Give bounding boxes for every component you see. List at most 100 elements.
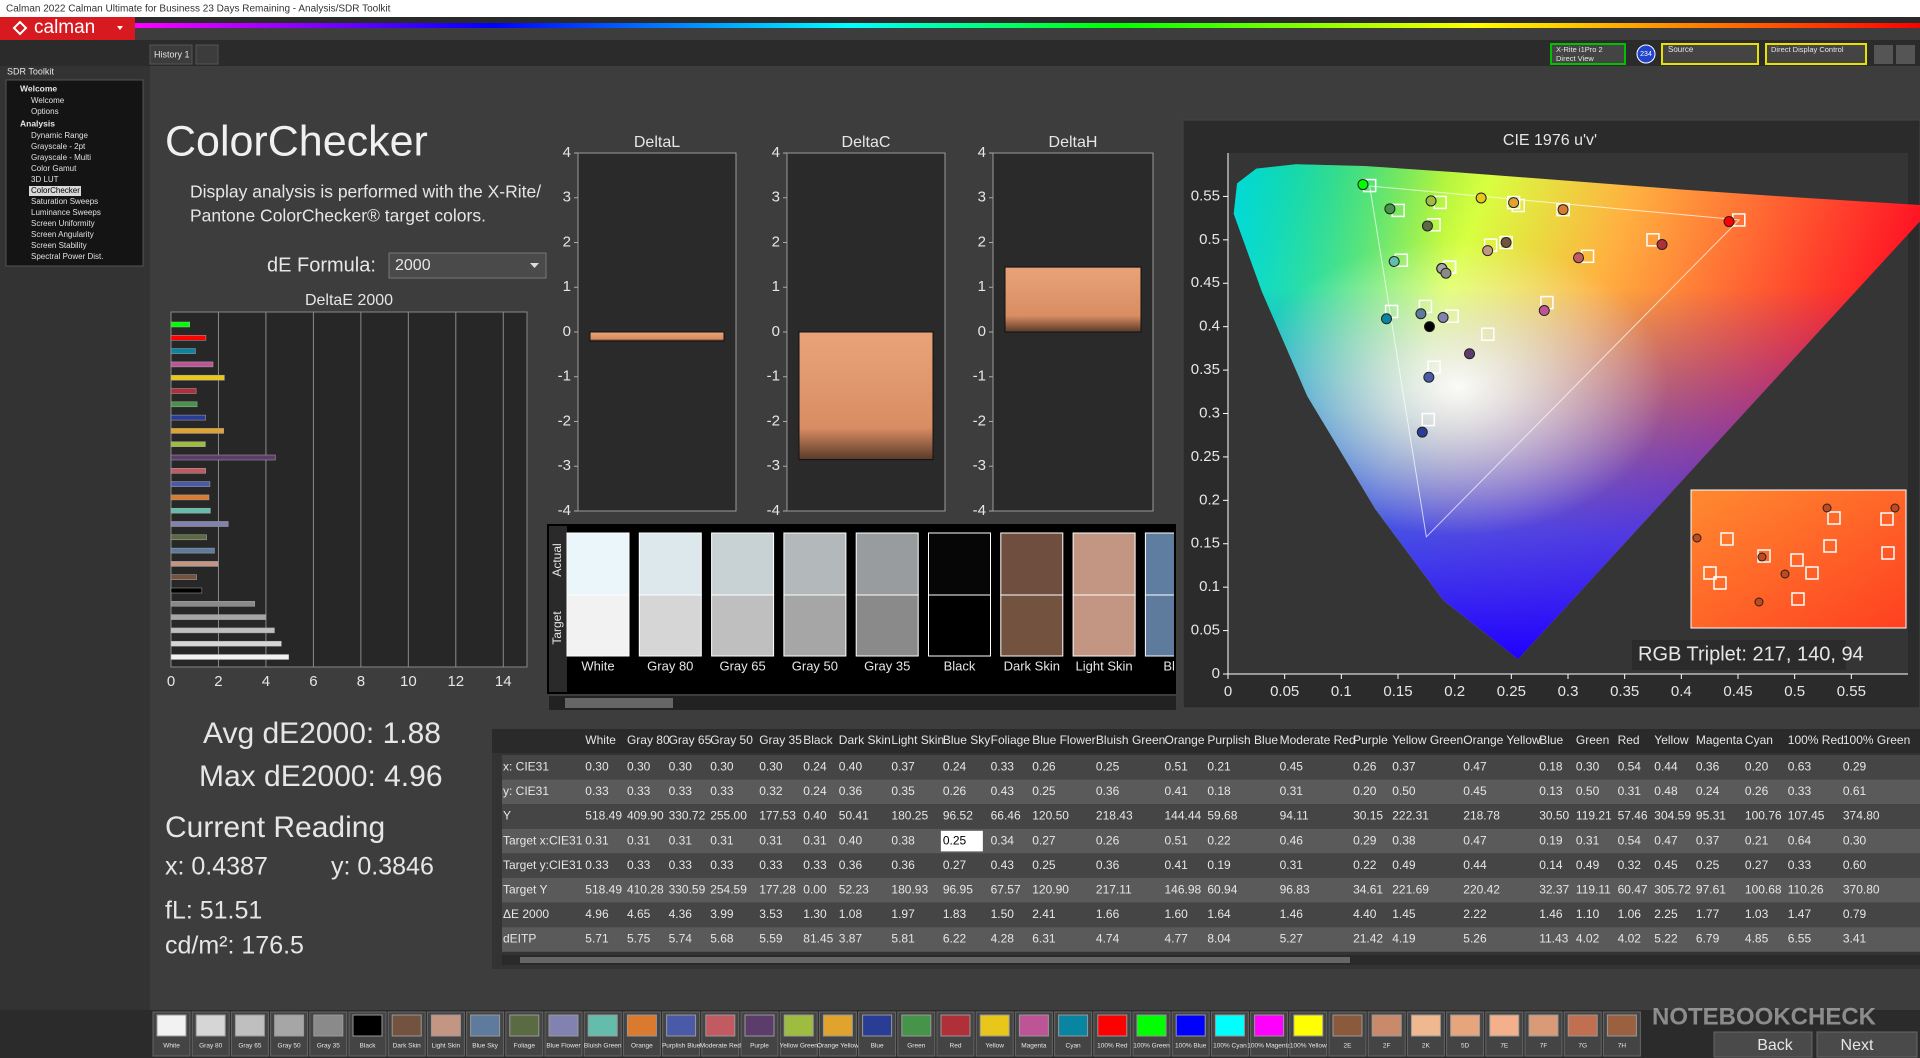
patch-color	[274, 1014, 305, 1037]
nav-item[interactable]: Color Gamut	[31, 164, 77, 173]
nav-item[interactable]: Welcome	[31, 96, 65, 105]
rgb-triplet: RGB Triplet: 217, 140, 94	[1638, 643, 1864, 665]
patch-label: Purple	[750, 1043, 769, 1050]
add-tab[interactable]	[195, 44, 219, 65]
table-cell: 1.83	[943, 907, 967, 921]
inset-marker	[1791, 592, 1805, 606]
nav-item[interactable]: 3D LUT	[31, 175, 59, 184]
stat-cdm2: cd/m²: 176.5	[165, 932, 304, 960]
nav-item[interactable]: Luminance Sweeps	[31, 208, 101, 217]
column-header: Bluish Green	[1096, 733, 1165, 747]
table-cell: 0.37	[1392, 759, 1416, 773]
column-header: Green	[1576, 733, 1609, 747]
table-cell: 0.21	[1745, 833, 1769, 847]
table-scroll-thumb[interactable]	[520, 957, 1350, 963]
table-cell: 0.47	[1654, 833, 1678, 847]
patch-color	[1058, 1014, 1089, 1037]
title-bar	[0, 0, 1920, 17]
zoom-inset	[1690, 489, 1907, 629]
table-cell: 0.00	[803, 882, 827, 896]
nav-item[interactable]: Grayscale - 2pt	[31, 142, 86, 151]
nav-item[interactable]: Grayscale - Multi	[31, 153, 91, 162]
swatch-side	[549, 526, 567, 692]
swatch-actual	[928, 532, 991, 596]
swatch-label: Gray 80	[647, 658, 693, 673]
y-tick-label: 2	[772, 233, 780, 250]
nav-item[interactable]: Options	[31, 107, 59, 116]
plot-area	[170, 311, 528, 668]
table-cell: 32.37	[1539, 882, 1569, 896]
inset-dot	[1692, 533, 1702, 543]
column-header: Blue Sky	[943, 733, 990, 747]
table-cell: 0.24	[943, 759, 967, 773]
target-point	[1506, 195, 1521, 210]
table-cell: 0.33	[1788, 784, 1812, 798]
stat-avg: Avg dE2000: 1.88	[203, 717, 441, 750]
measured-point	[1388, 255, 1400, 267]
target-point	[1481, 327, 1495, 341]
nav-item[interactable]: Screen Angularity	[31, 230, 94, 239]
history-tab[interactable]	[149, 44, 193, 65]
back-label: Back	[1757, 1037, 1794, 1054]
patch-label: Gray 50	[278, 1043, 302, 1050]
bar	[170, 601, 256, 607]
column-header: Foliage	[991, 733, 1031, 747]
y-tick-label: 4	[563, 144, 571, 161]
table-cell: 0.61	[1843, 784, 1867, 798]
bar	[170, 348, 196, 354]
table-cell: 0.33	[803, 858, 827, 872]
x-tick-label: 6	[309, 673, 317, 690]
back-button[interactable]	[1713, 1031, 1813, 1058]
table-cell: 0.30	[759, 759, 783, 773]
formula-select[interactable]	[388, 252, 547, 279]
patch-color	[705, 1014, 736, 1037]
patch-label: Gray 35	[317, 1043, 341, 1050]
swatch-target	[566, 594, 630, 657]
logo-button[interactable]	[0, 17, 135, 40]
nav-item[interactable]: Spectral Power Dist.	[31, 252, 103, 261]
patch-label: 100% Blue	[1175, 1043, 1207, 1050]
y-tick-label: -1	[767, 368, 780, 385]
selected-cell	[940, 830, 983, 852]
column-header: 100% Red	[1788, 733, 1844, 747]
meter-badge[interactable]	[1636, 44, 1656, 64]
swatch-scroll-thumb[interactable]	[565, 698, 673, 708]
nav-item[interactable]: Screen Uniformity	[31, 219, 95, 228]
meter-selector[interactable]	[1550, 43, 1626, 65]
table-cell: 1.06	[1618, 907, 1642, 921]
meter-badge-label: 234	[1640, 51, 1652, 58]
y-tick-label: 3	[563, 189, 571, 206]
swatch-actual	[566, 532, 630, 596]
patch-label: Yellow Green	[779, 1043, 818, 1050]
source-selector[interactable]	[1661, 43, 1759, 65]
x-tick-label: 0.2	[1444, 683, 1465, 700]
nav-item[interactable]: Screen Stability	[31, 241, 87, 250]
nav-item[interactable]: Dynamic Range	[31, 131, 88, 140]
table-cell: 2.41	[1032, 907, 1056, 921]
next-button[interactable]	[1816, 1031, 1918, 1058]
toolbar	[0, 40, 1920, 66]
y-tick-label: -2	[767, 412, 780, 429]
patch-label: 5D	[1461, 1043, 1470, 1050]
table-cell: 0.49	[1576, 858, 1600, 872]
patch-color	[744, 1014, 775, 1037]
bar	[170, 388, 197, 394]
table-cell: 59.68	[1207, 809, 1237, 823]
stat-current: Current Reading	[165, 811, 385, 844]
table-cell: 0.31	[710, 833, 734, 847]
swatch-scrollbar[interactable]	[549, 696, 1176, 710]
table-cell: 6.22	[943, 932, 967, 946]
inset-marker	[1790, 553, 1804, 567]
patch-color	[1450, 1014, 1481, 1037]
settings-button[interactable]	[1874, 45, 1893, 64]
table-cell: 218.78	[1463, 809, 1500, 823]
table-cell: 3.99	[710, 907, 734, 921]
y-tick-label: 4	[978, 144, 986, 161]
display-selector[interactable]	[1765, 43, 1867, 65]
bar	[170, 428, 224, 434]
help-button[interactable]	[1896, 45, 1915, 64]
logo-dropdown	[117, 26, 123, 30]
patch-label: Bluish Green	[584, 1043, 622, 1050]
nav-item[interactable]: Saturation Sweeps	[31, 197, 98, 206]
nav-item[interactable]: ColorChecker	[31, 186, 80, 195]
